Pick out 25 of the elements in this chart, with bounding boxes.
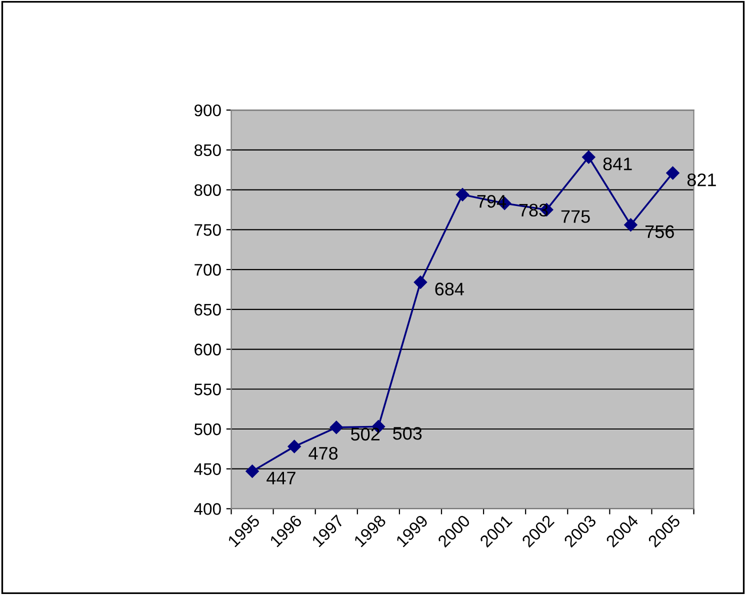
y-tick-label: 650: [194, 304, 221, 316]
point: [456, 188, 470, 202]
y-tick-label: 700: [194, 264, 221, 276]
point: [666, 166, 680, 180]
y-tick-label: 900: [194, 104, 221, 116]
y-tick-label: 400: [194, 503, 221, 515]
y-tick-label: 600: [194, 344, 221, 356]
data-label: 447: [266, 472, 296, 484]
data-label: 821: [687, 173, 716, 186]
y-tick-label: 850: [194, 144, 221, 156]
data-label: 841: [603, 158, 632, 170]
point: [414, 276, 428, 289]
y-tick-label: 550: [194, 384, 221, 396]
point: [288, 440, 301, 454]
point: [246, 464, 259, 478]
point: [624, 218, 638, 232]
data-label: 684: [435, 282, 464, 296]
y-tick-label: 750: [194, 224, 221, 236]
y-tick-label: 800: [194, 184, 221, 196]
data-label: 478: [308, 446, 338, 460]
point: [330, 420, 343, 434]
point: [582, 150, 596, 164]
y-tick-label: 500: [194, 423, 221, 436]
data-label: 775: [561, 210, 590, 223]
y-tick-label: 450: [194, 463, 221, 476]
